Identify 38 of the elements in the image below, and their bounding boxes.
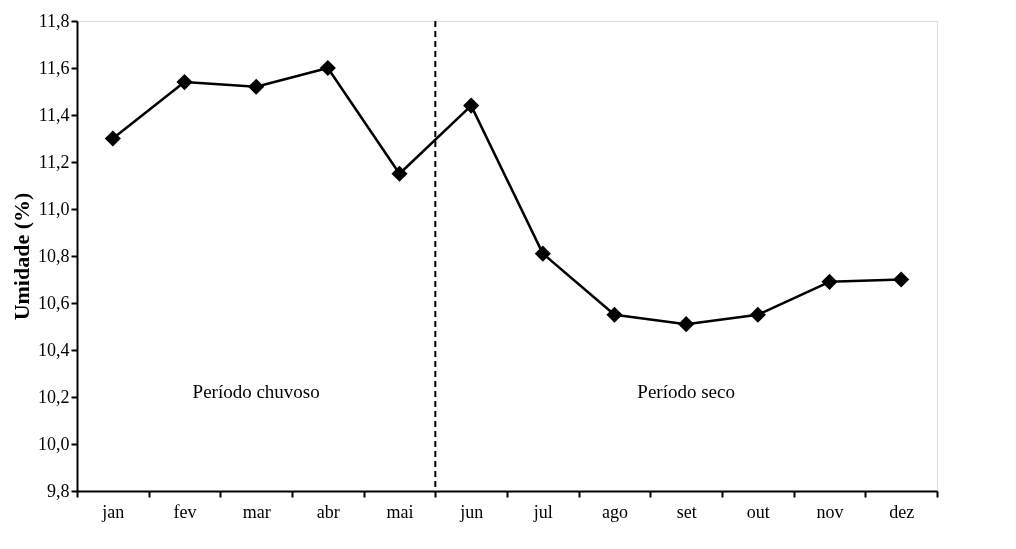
y-tick-label: 10,0 (38, 433, 70, 454)
point (678, 316, 695, 333)
point (749, 306, 766, 323)
x-tick-label: mai (386, 501, 414, 522)
x-tick-label: mar (242, 501, 271, 522)
y-tick-label: 11,6 (38, 57, 70, 78)
point (319, 59, 336, 77)
x-tick-label: out (746, 501, 770, 522)
x-tick-label: set (676, 501, 697, 522)
y-tick-label: 10,8 (38, 245, 70, 266)
y-tick-label: 10,6 (38, 292, 70, 313)
point (391, 165, 408, 182)
y-tick-label: 9,8 (47, 480, 70, 501)
y-tick-label: 10,2 (38, 386, 70, 407)
x-tick-label: dez (889, 501, 915, 522)
y-tick-label: 11,8 (38, 10, 70, 31)
point (176, 74, 193, 91)
x-tick-label: jun (459, 501, 484, 522)
annotation: Período chuvoso (192, 381, 320, 403)
y-tick-label: 11,2 (38, 151, 70, 172)
x-tick-label: fev (173, 501, 197, 522)
y-tick-label: 11,0 (38, 198, 70, 219)
x-tick-label: abr (316, 501, 340, 522)
y-axis-title: Umidade (%) (9, 192, 34, 321)
x-tick-label: ago (602, 501, 628, 522)
x-tick-label: jan (101, 501, 125, 522)
point (248, 78, 265, 95)
y-tick-label: 11,4 (38, 104, 70, 125)
point (606, 306, 623, 323)
point (534, 245, 551, 262)
point (821, 273, 838, 290)
y-tick-label: 10,4 (38, 339, 70, 360)
annotation: Período seco (637, 381, 735, 403)
point (893, 271, 910, 288)
x-tick-label: jul (532, 501, 553, 522)
point (463, 97, 480, 114)
x-tick-label: nov (816, 501, 844, 522)
point (104, 130, 121, 147)
